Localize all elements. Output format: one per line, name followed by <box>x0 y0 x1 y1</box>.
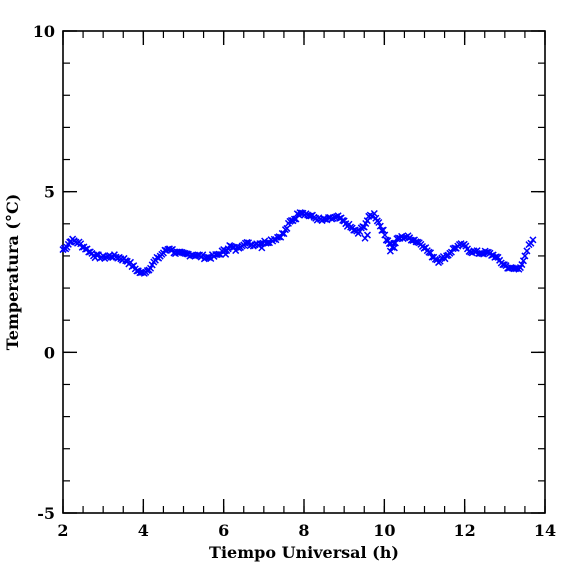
data-point <box>78 243 86 251</box>
x-tick-label: 14 <box>534 521 556 540</box>
data-point <box>292 215 300 223</box>
tick-labels: 2 4 6 8 10 12 14 -5 0 5 10 <box>33 22 556 540</box>
y-tick-label: -5 <box>37 504 55 523</box>
data-point <box>519 257 527 265</box>
data-point <box>529 236 537 244</box>
data-point <box>379 226 387 234</box>
data-point <box>388 243 396 251</box>
x-tick-label: 2 <box>57 521 68 540</box>
data-point <box>370 209 378 218</box>
data-point <box>375 218 383 227</box>
y-tick-label: 5 <box>44 183 55 202</box>
data-point <box>280 230 288 238</box>
data-point <box>523 247 531 255</box>
x-tick-label: 10 <box>373 521 395 540</box>
data-point <box>168 245 176 253</box>
y-axis-label: Temperatura (°C) <box>3 194 22 351</box>
axis-ticks <box>62 30 546 514</box>
y-tick-label: 10 <box>33 22 55 41</box>
x-tick-label: 12 <box>454 521 476 540</box>
data-point <box>360 223 368 231</box>
data-point <box>381 231 389 239</box>
data-point <box>521 252 529 260</box>
x-axis-label: Tiempo Universal (h) <box>209 543 399 562</box>
data-points <box>59 209 537 277</box>
x-tick-label: 8 <box>298 521 309 540</box>
data-point <box>390 244 398 252</box>
x-tick-label: 6 <box>218 521 229 540</box>
data-point <box>222 250 230 258</box>
data-point <box>428 253 436 261</box>
x-tick-label: 4 <box>138 521 149 540</box>
data-point <box>258 244 266 252</box>
data-point <box>270 235 278 243</box>
data-point <box>518 261 526 269</box>
data-point <box>426 249 435 257</box>
data-point <box>527 239 535 247</box>
y-tick-label: 0 <box>44 343 55 362</box>
data-point <box>283 224 291 232</box>
data-point <box>363 231 371 239</box>
data-point <box>378 226 386 234</box>
